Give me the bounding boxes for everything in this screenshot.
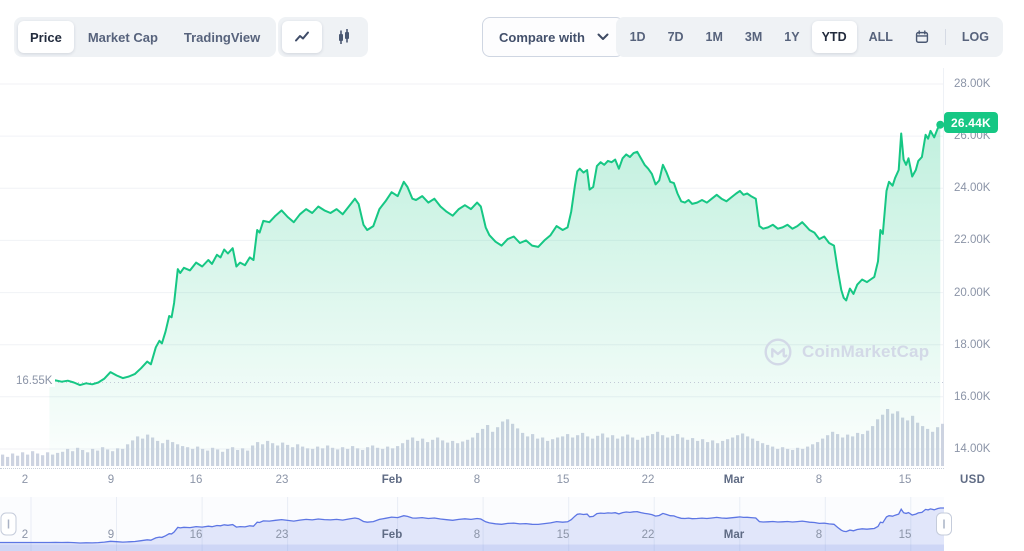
candlestick-icon — [339, 29, 349, 44]
log-scale-button[interactable]: LOG — [952, 21, 999, 53]
chart-controls-toolbar: Price Market Cap TradingView Compare with … — [0, 0, 1024, 66]
x-axis-label: 9 — [107, 474, 115, 486]
date-range-group: 1D 7D 1M 3M 1Y YTD ALL LOG — [615, 17, 1003, 57]
range-button-1d[interactable]: 1D — [620, 21, 656, 53]
line-chart-type-button[interactable] — [282, 21, 322, 53]
nav-axis-label: Mar — [723, 529, 745, 541]
price-area — [49, 124, 941, 466]
range-button-1y[interactable]: 1Y — [774, 21, 809, 53]
coinmarketcap-logo-icon — [764, 338, 792, 366]
last-point-dot — [936, 120, 944, 129]
nav-axis-label: 16 — [189, 529, 203, 541]
tab-tradingview[interactable]: TradingView — [172, 21, 272, 53]
chart-tab-group: Price Market Cap TradingView — [14, 17, 277, 57]
navigator-handle-left[interactable] — [0, 512, 17, 536]
tab-price[interactable]: Price — [18, 21, 74, 53]
y-axis-label: 28.00K — [954, 78, 991, 90]
y-axis-label: 24.00K — [954, 182, 991, 194]
compare-with-label: Compare with — [499, 29, 585, 45]
x-axis-label: Mar — [723, 474, 745, 486]
nav-axis-label: 8 — [473, 529, 481, 541]
tab-market-cap[interactable]: Market Cap — [76, 21, 170, 53]
chart-type-group — [278, 17, 368, 57]
y-axis-label: 22.00K — [954, 234, 991, 246]
last-price-badge: 26.44K — [944, 112, 998, 133]
y-axis-label: 14.00K — [954, 443, 991, 455]
nav-axis-label: Feb — [381, 529, 403, 541]
x-axis-label: 2 — [21, 474, 29, 486]
nav-axis-label: 15 — [556, 529, 570, 541]
nav-axis-label: 8 — [815, 529, 823, 541]
calendar-icon — [915, 30, 929, 43]
x-axis-label: 23 — [275, 474, 289, 486]
navigator[interactable] — [0, 497, 1024, 551]
y-axis-label: 18.00K — [954, 339, 991, 351]
x-axis-label: 8 — [473, 474, 481, 486]
navigator-handle-right[interactable] — [936, 512, 952, 536]
nav-axis-label: 23 — [275, 529, 289, 541]
x-axis-line — [0, 468, 944, 469]
x-axis-label: 15 — [556, 474, 570, 486]
x-axis-label: 8 — [815, 474, 823, 486]
nav-axis-label: 2 — [21, 529, 29, 541]
navigator-gridlines — [30, 497, 912, 551]
navigator-bottom-bar — [0, 544, 944, 551]
chevron-down-icon — [597, 33, 609, 40]
navigator-line — [0, 507, 944, 544]
currency-unit-label: USD — [960, 474, 986, 486]
nav-axis-label: 15 — [898, 529, 912, 541]
range-button-1m[interactable]: 1M — [696, 21, 733, 53]
x-axis-label: 15 — [898, 474, 912, 486]
price-chart[interactable] — [0, 68, 944, 466]
divider — [944, 29, 946, 45]
x-axis-label: Feb — [381, 474, 403, 486]
range-button-all[interactable]: ALL — [859, 21, 903, 53]
range-button-7d[interactable]: 7D — [658, 21, 694, 53]
nav-axis-label: 22 — [641, 529, 655, 541]
coinmarketcap-watermark: CoinMarketCap — [763, 337, 929, 367]
nav-axis-label: 9 — [107, 529, 115, 541]
price-line — [48, 123, 942, 387]
calendar-button[interactable] — [905, 21, 939, 53]
watermark-text: CoinMarketCap — [802, 342, 930, 361]
y-axis-label: 20.00K — [954, 287, 991, 299]
range-button-ytd[interactable]: YTD — [811, 21, 857, 53]
navigator-track[interactable] — [0, 497, 944, 551]
x-axis-label: 22 — [641, 474, 655, 486]
candlestick-chart-type-button[interactable] — [324, 21, 364, 53]
y-axis-label: 16.00K — [954, 391, 991, 403]
range-button-3m[interactable]: 3M — [735, 21, 772, 53]
compare-with-button[interactable]: Compare with — [482, 17, 624, 57]
y-axis-label: 26.00K — [954, 130, 991, 142]
line-chart-icon — [295, 31, 309, 42]
first-price-label: 16.55K — [14, 375, 56, 387]
x-axis-label: 16 — [189, 474, 203, 486]
